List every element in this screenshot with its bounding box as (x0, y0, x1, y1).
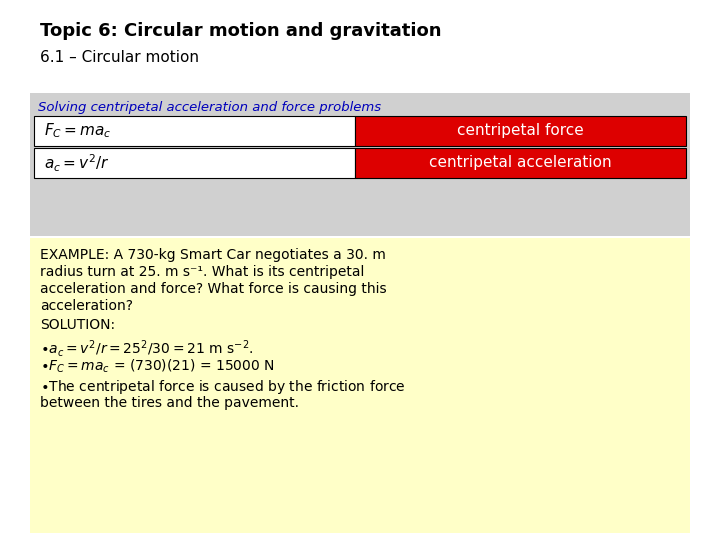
Text: $F_C = ma_c$: $F_C = ma_c$ (44, 122, 112, 140)
Text: EXAMPLE: A 730-kg Smart Car negotiates a 30. m: EXAMPLE: A 730-kg Smart Car negotiates a… (40, 248, 386, 262)
Text: radius turn at 25. m s⁻¹. What is its centripetal: radius turn at 25. m s⁻¹. What is its ce… (40, 265, 364, 279)
FancyBboxPatch shape (30, 93, 690, 236)
Text: between the tires and the pavement.: between the tires and the pavement. (40, 396, 299, 410)
Text: $\bullet a_c = v^2/r = 25^2/30 = 21$ m s$^{-2}$.: $\bullet a_c = v^2/r = 25^2/30 = 21$ m s… (40, 338, 253, 359)
Text: SOLUTION:: SOLUTION: (40, 318, 115, 332)
Text: $\bullet$The centripetal force is caused by the friction force: $\bullet$The centripetal force is caused… (40, 378, 405, 396)
FancyBboxPatch shape (355, 116, 686, 146)
FancyBboxPatch shape (34, 148, 355, 178)
Text: 6.1 – Circular motion: 6.1 – Circular motion (40, 50, 199, 65)
Text: centripetal force: centripetal force (457, 124, 584, 138)
Text: acceleration?: acceleration? (40, 299, 133, 313)
FancyBboxPatch shape (34, 116, 355, 146)
Text: Topic 6: Circular motion and gravitation: Topic 6: Circular motion and gravitation (40, 22, 441, 40)
FancyBboxPatch shape (30, 238, 690, 533)
Text: centripetal acceleration: centripetal acceleration (429, 156, 612, 171)
Text: Solving centripetal acceleration and force problems: Solving centripetal acceleration and for… (38, 101, 381, 114)
FancyBboxPatch shape (355, 148, 686, 178)
Text: $a_c = v^2/r$: $a_c = v^2/r$ (44, 152, 109, 174)
Text: $\bullet F_C = ma_c$ = (730)(21) = 15000 N: $\bullet F_C = ma_c$ = (730)(21) = 15000… (40, 358, 275, 375)
Text: acceleration and force? What force is causing this: acceleration and force? What force is ca… (40, 282, 387, 296)
